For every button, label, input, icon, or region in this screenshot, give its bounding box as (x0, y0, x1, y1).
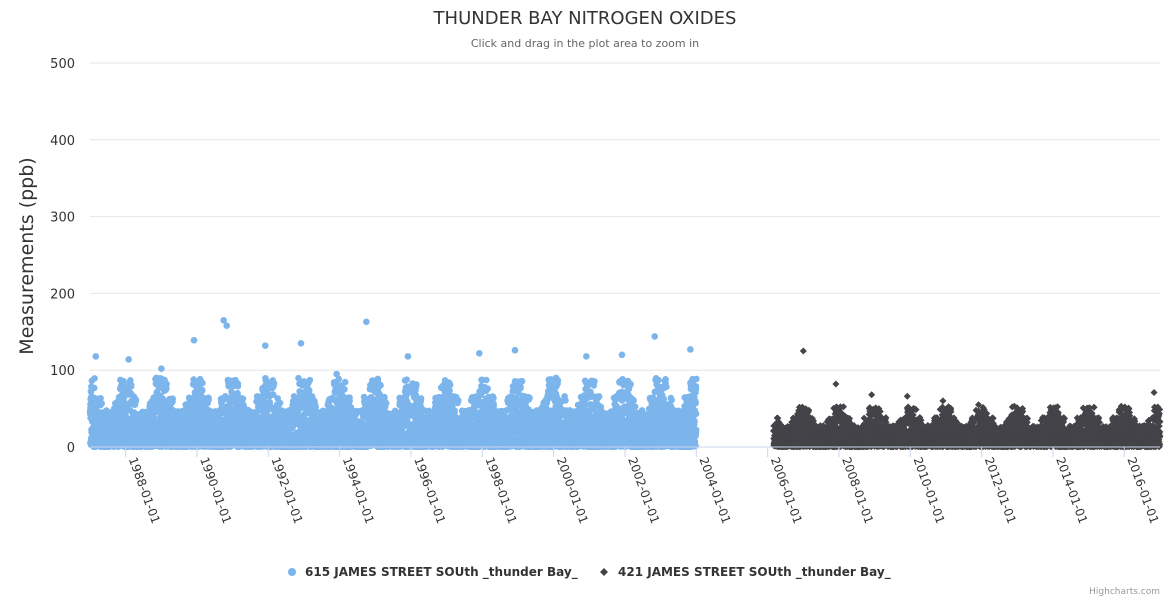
data-point[interactable] (98, 400, 105, 407)
data-point[interactable] (305, 386, 313, 394)
data-point[interactable] (446, 387, 453, 395)
data-point[interactable] (97, 394, 104, 402)
data-point[interactable] (120, 377, 127, 385)
data-point[interactable] (91, 375, 98, 382)
y-tick-label: 400 (50, 134, 75, 149)
series-1 (86, 316, 700, 450)
data-point[interactable] (239, 395, 247, 403)
data-point[interactable] (346, 397, 353, 405)
data-point[interactable] (562, 397, 569, 404)
data-point[interactable] (341, 378, 349, 386)
data-point[interactable] (446, 381, 454, 389)
data-point[interactable] (382, 399, 390, 407)
y-axis-label: Measurements (ppb) (16, 157, 38, 354)
data-point[interactable] (198, 386, 206, 394)
data-point[interactable] (163, 380, 170, 388)
chart-subtitle: Click and drag in the plot area to zoom … (471, 37, 699, 50)
y-tick-label: 200 (50, 287, 75, 302)
data-point[interactable] (169, 396, 176, 403)
data-point[interactable] (127, 383, 135, 390)
data-point[interactable] (266, 399, 274, 406)
y-tick-label: 100 (50, 364, 75, 379)
y-tick-label: 300 (50, 211, 75, 226)
data-point[interactable] (518, 377, 526, 385)
chart-title: THUNDER BAY NITROGEN OXIDES (433, 8, 737, 29)
data-point[interactable] (482, 376, 490, 384)
data-point[interactable] (90, 384, 98, 392)
data-point[interactable] (199, 379, 206, 387)
data-point[interactable] (526, 394, 533, 402)
data-point[interactable] (132, 397, 140, 405)
y-tick-label: 0 (67, 441, 75, 456)
data-point[interactable] (270, 380, 278, 387)
y-tick-label: 500 (50, 57, 75, 72)
data-point[interactable] (234, 382, 242, 390)
data-point[interactable] (205, 396, 212, 404)
data-point[interactable] (377, 382, 384, 389)
plot-area[interactable] (86, 316, 1164, 451)
data-point[interactable] (554, 377, 562, 384)
data-point[interactable] (484, 385, 492, 392)
data-point[interactable] (120, 395, 127, 403)
data-point[interactable] (341, 385, 348, 393)
data-point[interactable] (454, 397, 462, 404)
data-point[interactable] (413, 381, 420, 388)
data-point[interactable] (276, 399, 284, 407)
data-point[interactable] (517, 383, 524, 391)
data-point[interactable] (403, 376, 410, 383)
grid-lines (90, 62, 1160, 371)
y-axis-ticks: 0 100 200 300 400 500 (50, 57, 75, 456)
data-point[interactable] (306, 376, 314, 384)
data-point[interactable] (417, 395, 425, 402)
